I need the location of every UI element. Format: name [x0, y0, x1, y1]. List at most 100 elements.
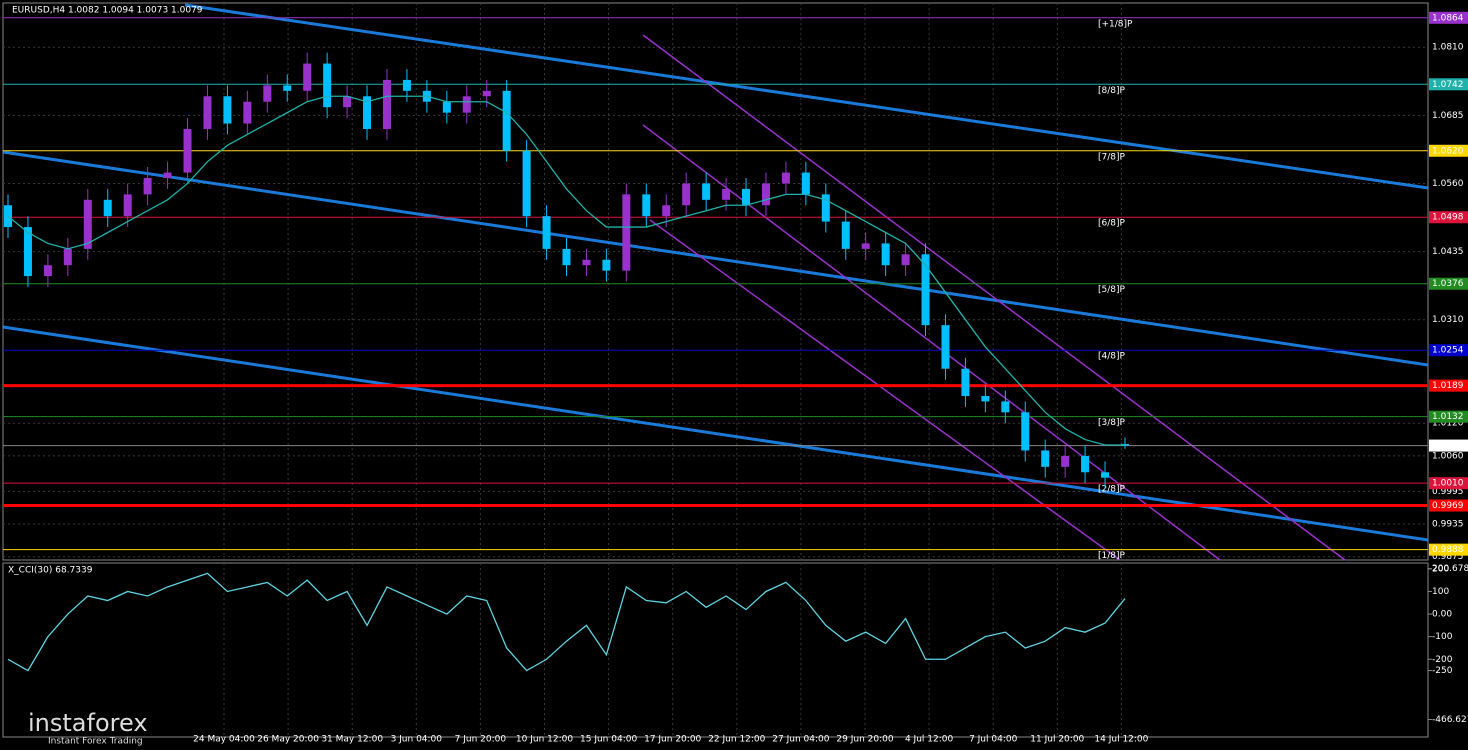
cci-tick-label: -200	[1432, 655, 1453, 665]
candle-body	[1101, 472, 1110, 478]
cci-tick-label: 200.6784	[1432, 564, 1468, 574]
candle-body	[961, 368, 970, 396]
level-name: [3/8]P	[1098, 418, 1126, 428]
candle-body	[323, 63, 332, 108]
price-tag	[1429, 277, 1468, 290]
candle-body	[582, 259, 591, 266]
purple-channel	[642, 34, 1346, 561]
moving-average	[7, 95, 1125, 446]
y-tick-label: 1.0810	[1432, 43, 1464, 53]
price-tag-label: 1.0189	[1432, 381, 1464, 391]
candle-body	[402, 79, 411, 91]
level-name: [2/8]P	[1098, 485, 1126, 495]
cci-line	[7, 572, 1126, 672]
candle-body	[1081, 455, 1090, 473]
y-tick-label: 0.9995	[1432, 487, 1464, 497]
candle-body	[203, 96, 212, 129]
candle-body	[642, 194, 651, 217]
candle-body	[283, 85, 292, 91]
candle-body	[223, 96, 232, 124]
price-tag	[1429, 410, 1468, 423]
candle-body	[163, 172, 172, 179]
candle-body	[542, 216, 551, 249]
logo-tagline: Instant Forex Trading	[48, 737, 143, 747]
candle-body	[1041, 450, 1050, 467]
x-tick-label: 4 Jul 12:00	[905, 735, 954, 745]
cci-tick-label: 100	[1432, 587, 1449, 597]
candle-body	[622, 194, 631, 271]
candle-body	[522, 150, 531, 217]
price-tag-label: 1.0376	[1432, 279, 1464, 289]
x-tick-label: 11 Jul 20:00	[1030, 735, 1084, 745]
level-name: [6/8]P	[1098, 219, 1126, 229]
candle-body	[682, 183, 691, 206]
price-tag-label: 1.0132	[1432, 412, 1464, 422]
candle-body	[1001, 401, 1010, 413]
candle-body	[462, 96, 471, 113]
y-tick-label: 1.0560	[1432, 179, 1464, 189]
price-tag	[1429, 477, 1468, 490]
cci-panel	[2, 562, 1429, 738]
x-tick-label: 7 Jun 20:00	[455, 735, 507, 745]
candle-body	[482, 90, 491, 97]
level-name: [7/8]P	[1098, 152, 1126, 162]
candle-body	[821, 194, 830, 222]
x-tick-label: 15 Jun 04:00	[580, 735, 637, 745]
candle-body	[662, 205, 671, 217]
candle-body	[881, 243, 890, 266]
candle-body	[722, 188, 731, 200]
candle-body	[183, 128, 192, 173]
candle-body	[761, 183, 770, 206]
level-name: [1/8]P	[1098, 551, 1126, 561]
candle-body	[602, 259, 611, 271]
x-tick-label: 31 May 12:00	[321, 735, 383, 745]
channel-line	[642, 124, 1221, 561]
candle-body	[941, 325, 950, 369]
level-name: [8/8]P	[1098, 86, 1126, 96]
x-tick-label: 3 Jun 04:00	[391, 735, 443, 745]
price-tag	[1429, 344, 1468, 357]
x-tick-label: 27 Jun 04:00	[772, 735, 829, 745]
price-tag-label: 1.0010	[1432, 479, 1464, 489]
price-tag	[1429, 439, 1468, 452]
price-tag	[1429, 11, 1468, 24]
y-tick-label: 1.0435	[1432, 247, 1464, 257]
level-name: [+1/8]P	[1098, 19, 1133, 29]
cci-tick-label: -250	[1432, 666, 1453, 676]
x-tick-label: 29 Jun 20:00	[836, 735, 893, 745]
main-panel	[2, 2, 1429, 561]
price-tag	[1429, 78, 1468, 91]
channel-line	[649, 219, 1121, 561]
candle-body	[103, 199, 112, 217]
price-tag-label: 1.0079	[1432, 441, 1464, 451]
candle-body	[562, 248, 571, 266]
price-tag-label: 1.0742	[1432, 80, 1464, 90]
logo: instaforex	[28, 709, 148, 737]
candle-body	[981, 395, 990, 402]
y-tick-label: 1.0120	[1432, 419, 1464, 429]
price-tag	[1429, 499, 1468, 512]
price-tag	[1429, 379, 1468, 392]
cci-tick-label: 200	[1432, 564, 1449, 574]
x-tick-label: 17 Jun 20:00	[644, 735, 701, 745]
candle-body	[363, 96, 372, 129]
candle-body	[143, 178, 152, 195]
x-tick-label: 24 May 04:00	[193, 735, 255, 745]
price-tag-label: 1.0498	[1432, 213, 1464, 223]
channel-line	[2, 150, 1429, 367]
price-tag	[1429, 543, 1468, 556]
y-tick-label: 0.9935	[1432, 520, 1464, 530]
candle-body	[442, 101, 451, 113]
candle-body	[781, 172, 790, 184]
candle-body	[841, 221, 850, 249]
channel-line	[184, 3, 1429, 190]
level-name: [4/8]P	[1098, 352, 1126, 362]
candle-body	[921, 254, 930, 326]
x-tick-label: 7 Jul 04:00	[969, 735, 1018, 745]
cci-tick-label: -100	[1432, 632, 1453, 642]
y-tick-label: 1.0685	[1432, 111, 1464, 121]
candle-body	[382, 79, 391, 129]
price-tag-label: 1.0620	[1432, 146, 1464, 156]
candle-body	[23, 227, 32, 277]
